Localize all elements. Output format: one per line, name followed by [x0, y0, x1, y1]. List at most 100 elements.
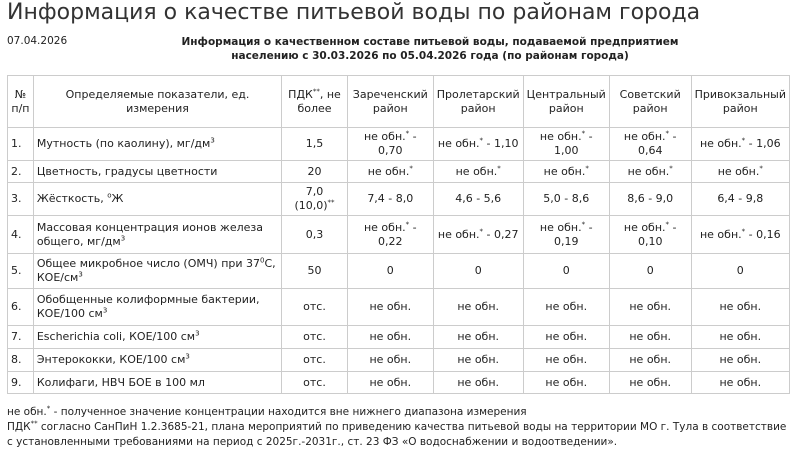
table-row: 4. Массовая концентрация ионов железа общ…	[7, 215, 790, 254]
text: - 0,64	[637, 130, 677, 157]
cell: 6.	[7, 288, 34, 326]
text: 6.	[11, 300, 22, 313]
cell: Энтерококки, КОЕ/100 см3	[32, 348, 283, 372]
text: не обн.	[623, 130, 666, 143]
text: 4,6 - 5,6	[455, 192, 502, 205]
cell: не обн.	[522, 348, 610, 372]
text: Массовая концентрация ионов железа общег…	[36, 220, 263, 248]
text: не обн.	[7, 406, 47, 418]
text: 4.	[11, 227, 22, 241]
cell: 7.	[7, 325, 34, 349]
text: - 0,70	[378, 130, 417, 157]
table-row: 7. Escherichia coli, КОЕ/100 см3 отс. не об…	[7, 325, 790, 349]
text: не обн.	[457, 300, 500, 313]
superscript: *	[665, 219, 670, 228]
cell: не обн.	[432, 371, 524, 394]
title: Информация о качестве питьевой воды по р…	[7, 0, 701, 25]
text: не обн.	[629, 353, 672, 366]
text: 3.	[11, 192, 22, 205]
text: не обн.	[363, 220, 406, 234]
superscript: **	[312, 86, 320, 95]
superscript: *	[665, 129, 670, 138]
text: не обн.	[699, 227, 742, 241]
superscript: *	[581, 129, 586, 138]
header-row: № п/п Определяемые показатели, ед. измере…	[7, 75, 790, 128]
cell: Обобщенные колиформные бактерии, КОЕ/100…	[32, 288, 283, 326]
text: Энтерококки, КОЕ/100 см	[36, 353, 186, 366]
text: не обн.	[539, 220, 582, 234]
text: не обн.	[545, 330, 588, 343]
cell: не обн.	[432, 348, 524, 372]
cell: 3.	[7, 182, 34, 216]
text: 5,0 - 8,6	[543, 192, 590, 205]
cell: 4,6 - 5,6	[432, 182, 524, 216]
superscript: *	[585, 163, 589, 172]
cell: отс.	[281, 348, 348, 372]
text: согласно СанПиН 1.2.3685-21, плана мероп…	[7, 421, 787, 448]
superscript: 3	[185, 352, 190, 361]
cell: не обн.* - 1,06	[690, 127, 790, 161]
text: 50	[307, 264, 322, 277]
cell: 0	[522, 253, 610, 289]
table-row: 2. Цветность, градусы цветности 20 не обн.*…	[7, 160, 790, 183]
text: 7,0 (10,0)	[294, 185, 328, 212]
text: не обн.	[629, 375, 672, 389]
text: 20	[307, 164, 322, 178]
superscript: *	[741, 136, 746, 145]
text: ПДК	[288, 87, 313, 101]
text: не обн.	[627, 164, 670, 178]
text: Привокзальный район	[694, 87, 786, 115]
superscript: *	[405, 219, 410, 228]
cell: не обн.	[608, 371, 692, 394]
date: 07.04.2026	[7, 35, 68, 47]
cell: Жёсткость, оЖ	[32, 182, 283, 216]
table-row: 6. Обобщенные колиформные бактерии, КОЕ/1…	[7, 288, 790, 326]
text: 0,3	[305, 227, 324, 241]
cell: 0	[608, 253, 692, 289]
text: не обн.	[457, 353, 500, 366]
superscript: 3	[195, 329, 200, 338]
text: отс.	[303, 375, 326, 389]
text: не обн.	[623, 220, 666, 234]
column-header: ПДК**, не более	[281, 75, 348, 128]
column-header: Советский район	[608, 75, 692, 128]
footnote: ПДК** согласно СанПиН 1.2.3685-21, плана…	[7, 420, 787, 450]
text: 1.	[11, 137, 22, 150]
text: Ж	[111, 192, 124, 205]
superscript: *	[759, 163, 763, 172]
cell: 50	[281, 253, 348, 289]
text: 8,6 - 9,0	[627, 192, 674, 205]
superscript: 3	[78, 270, 83, 279]
superscript: **	[327, 198, 335, 207]
text: 0	[562, 264, 570, 277]
cell: не обн.	[522, 371, 610, 394]
table-row: 3. Жёсткость, оЖ 7,0 (10,0)** 7,4 - 8,0 4,6 …	[7, 182, 790, 216]
cell: не обн.*	[346, 160, 434, 183]
text: не обн.	[457, 375, 500, 389]
superscript: 3	[102, 306, 108, 315]
cell: не обн.	[690, 325, 790, 349]
cell: не обн.	[690, 371, 790, 394]
text: отс.	[303, 353, 326, 366]
cell: 9.	[7, 371, 34, 394]
cell: не обн.	[522, 325, 610, 349]
superscript: *	[409, 163, 413, 172]
cell: не обн.	[522, 288, 610, 326]
table-row: 8. Энтерококки, КОЕ/100 см3 отс. не обн. не …	[7, 348, 790, 372]
text: не обн.	[719, 353, 762, 366]
cell: не обн.	[346, 288, 434, 326]
text: не обн.	[369, 300, 412, 313]
cell: не обн.	[432, 325, 524, 349]
text: Обобщенные колиформные бактерии, КОЕ/100…	[36, 293, 260, 320]
text: 7.	[11, 330, 22, 343]
text: не обн.	[629, 300, 672, 313]
cell: 0	[346, 253, 434, 289]
cell: не обн.* - 0,27	[432, 215, 524, 254]
text: не обн.	[699, 137, 742, 150]
superscript: *	[741, 226, 746, 235]
text: - 0,27	[483, 227, 519, 241]
cell: не обн.	[690, 348, 790, 372]
text: Жёсткость,	[36, 192, 108, 205]
text: 0	[646, 264, 654, 277]
text: отс.	[303, 330, 326, 343]
